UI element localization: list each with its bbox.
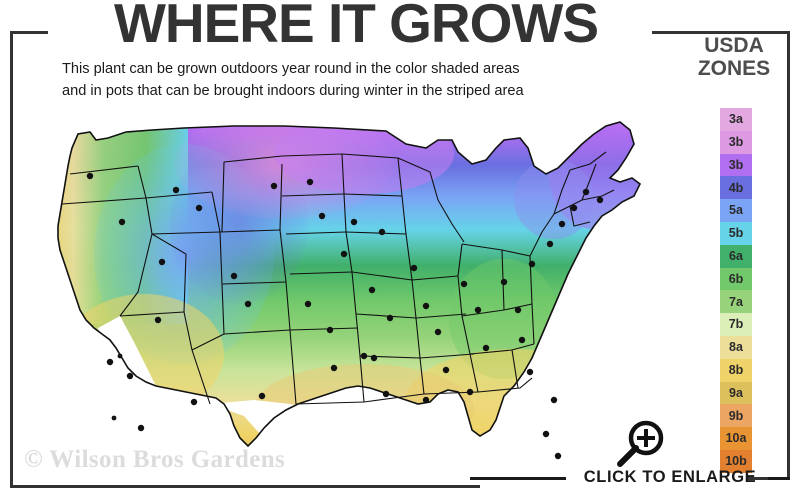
- legend-title-line-2: ZONES: [697, 57, 771, 80]
- legend-swatch-6a-6: 6a: [720, 244, 752, 268]
- frame-left: [10, 31, 13, 488]
- hardiness-zone-map[interactable]: [34, 104, 674, 464]
- us-map-svg: [57, 121, 642, 464]
- page-title: WHERE IT GROWS: [113, 0, 599, 54]
- magnifier-plus-icon[interactable]: [614, 418, 670, 470]
- legend-swatch-8b-11: 8b: [720, 358, 752, 382]
- enlarge-rule-right: [768, 477, 790, 480]
- usda-zone-legend: 3a 3b 3b 4b 5a 5b 6a 6b 7a 7b 8a 8b 9a 9b 10a 10b: [720, 108, 752, 473]
- zone-color-field: [58, 122, 640, 446]
- click-to-enlarge-label: CLICK TO ENLARGE: [583, 468, 757, 486]
- subtitle-line-1: This plant can be grown outdoors year ro…: [62, 61, 520, 77]
- legend-swatch-3b-1: 3b: [720, 130, 752, 154]
- frame-right: [787, 31, 790, 477]
- city-dots: [86, 172, 604, 460]
- subtitle-text: This plant can be grown outdoors year ro…: [62, 58, 622, 102]
- frame-bottom-left: [10, 485, 480, 488]
- frame-top-left: [10, 31, 48, 34]
- legend-swatch-8a-10: 8a: [720, 335, 752, 359]
- frame-top-right: [652, 31, 790, 34]
- click-to-enlarge[interactable]: CLICK TO ENLARGE: [470, 466, 790, 492]
- legend-title-line-1: USDA: [704, 34, 764, 57]
- legend-swatch-3b-2: 3b: [720, 153, 752, 177]
- legend-swatch-6b-7: 6b: [720, 267, 752, 291]
- copyright-watermark: © Wilson Bros Gardens: [24, 446, 286, 473]
- legend-swatch-4b-3: 4b: [720, 176, 752, 200]
- subtitle-line-2: and in pots that can be brought indoors …: [62, 83, 524, 99]
- out-of-range-mask: [98, 316, 576, 464]
- magnifier-svg: [617, 420, 664, 467]
- enlarge-rule-left: [470, 477, 566, 480]
- legend-swatch-7a-8: 7a: [720, 290, 752, 314]
- legend-swatch-5a-4: 5a: [720, 199, 752, 222]
- legend-title: USDA ZONES: [672, 34, 796, 80]
- legend-swatch-10b-15: 10b: [720, 449, 752, 473]
- legend-swatch-5b-5: 5b: [720, 221, 752, 245]
- legend-swatch-9a-12: 9a: [720, 381, 752, 405]
- state-borders: [57, 121, 642, 448]
- legend-swatch-9b-13: 9b: [720, 404, 752, 428]
- legend-swatch-3a-0: 3a: [720, 108, 752, 131]
- legend-swatch-10a-14: 10a: [720, 427, 752, 450]
- legend-swatch-7b-9: 7b: [720, 313, 752, 336]
